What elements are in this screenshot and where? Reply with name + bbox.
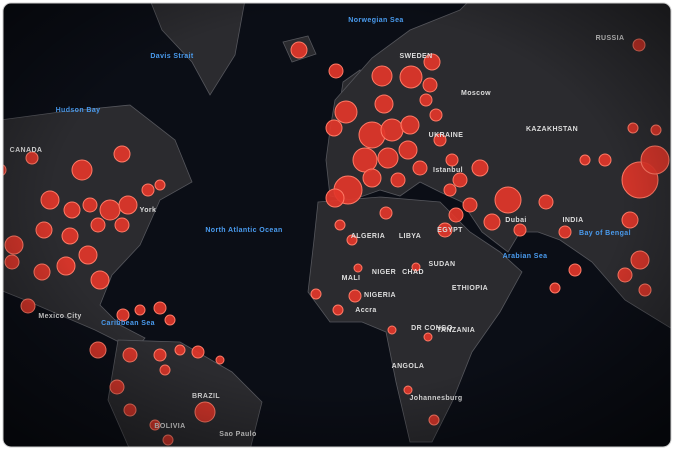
vignette xyxy=(3,3,671,447)
map-view: Norwegian SeaSWEDENRUSSIADavis StraitHud… xyxy=(3,3,671,447)
frame xyxy=(2,2,672,448)
map: Norwegian SeaSWEDENRUSSIADavis StraitHud… xyxy=(2,2,672,448)
